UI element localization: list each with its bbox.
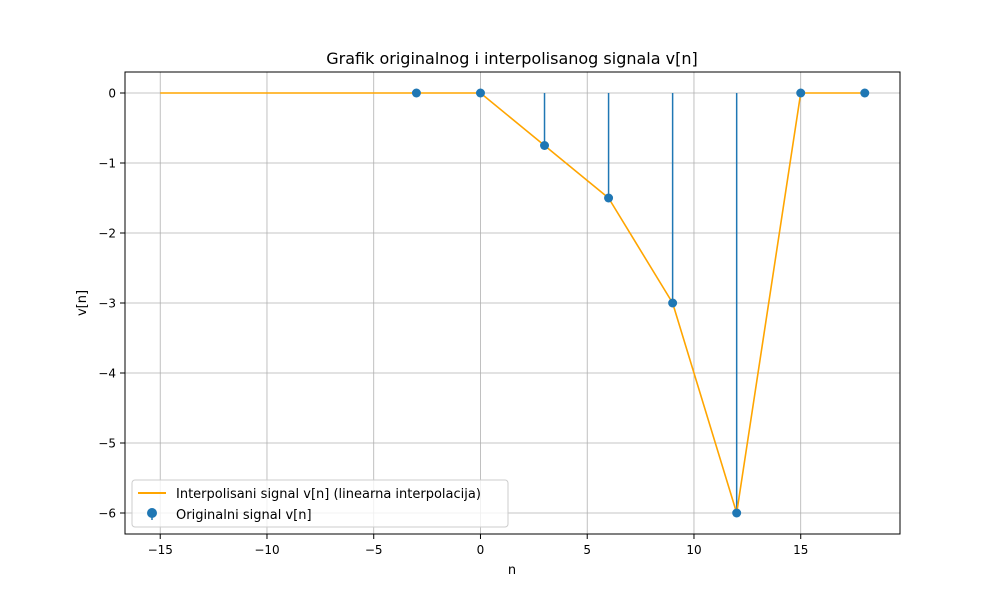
stem-marker (860, 88, 870, 98)
chart-title: Grafik originalnog i interpolisanog sign… (326, 49, 697, 68)
stem-marker (411, 88, 421, 98)
plot-frame (124, 71, 901, 535)
x-tick-label: −5 (365, 543, 383, 557)
x-axis-label: n (508, 563, 516, 578)
legend: Interpolisani signal v[n] (linearna inte… (131, 479, 509, 528)
y-tick-label: −2 (98, 227, 116, 241)
stem-marker (796, 88, 806, 98)
stem-marker (604, 193, 614, 203)
stem-marker (732, 508, 742, 518)
y-tick-label: −1 (98, 157, 116, 171)
x-tick-label: 0 (477, 543, 485, 557)
y-tick-label: 0 (108, 87, 116, 101)
stem-marker (475, 88, 485, 98)
y-tick-label: −4 (98, 367, 116, 381)
x-tick-label: −15 (148, 543, 173, 557)
y-tick-label: −3 (98, 297, 116, 311)
y-axis: 0 −1 −2 −3 −4 −5 −6 (98, 87, 125, 521)
legend-label-interpolated: Interpolisani signal v[n] (linearna inte… (176, 487, 481, 502)
y-tick-label: −6 (98, 507, 116, 521)
legend-marker-swatch (147, 508, 157, 518)
y-axis-label: v[n] (75, 290, 90, 316)
x-tick-label: 5 (583, 543, 591, 557)
stem-marker (540, 141, 550, 150)
stem-marker (668, 298, 678, 308)
y-tick-label: −5 (98, 437, 116, 451)
legend-label-original: Originalni signal v[n] (176, 508, 312, 523)
x-tick-label: 10 (686, 543, 701, 557)
plot-series (160, 88, 870, 518)
legend-box (131, 479, 509, 528)
x-axis: −15 −10 −5 0 5 10 15 (148, 534, 808, 557)
x-tick-label: 15 (793, 543, 808, 557)
x-tick-label: −10 (254, 543, 279, 557)
interpolated-line (160, 92, 865, 514)
